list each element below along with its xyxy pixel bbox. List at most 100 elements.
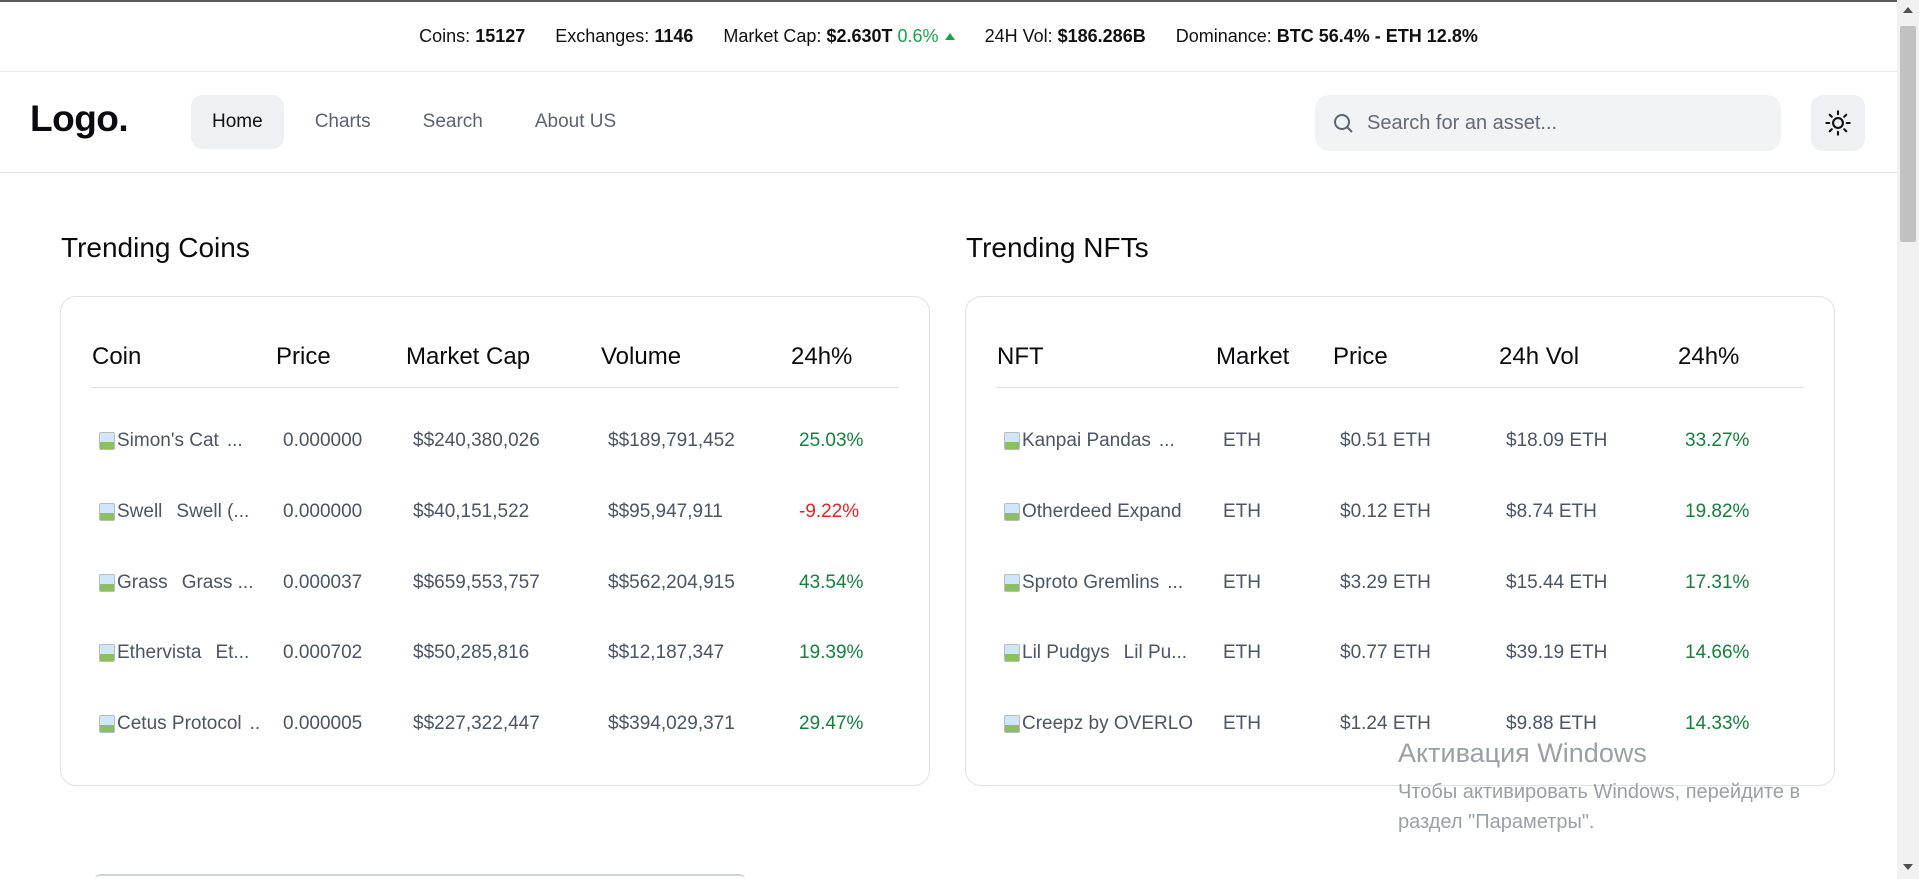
nav-links: Home Charts Search About US [191,95,637,149]
nft-24h-vol: $8.74 ETH [1506,501,1597,522]
coin-24h-change: 25.03% [799,430,864,451]
coin-name-cell: Ethervista Et... [99,642,279,664]
search-input[interactable] [1367,111,1767,135]
coin-market-cap: $$50,285,816 [413,642,530,663]
nft-name-cell: Kanpai Pandas... [1004,430,1216,452]
coin-market-cap: $$40,151,522 [413,501,530,522]
coin-price: 0.000005 [283,713,363,734]
window-top-border [0,0,1897,2]
coin-volume: $$12,187,347 [608,642,725,663]
nft-24h-change: 14.33% [1685,713,1750,734]
coin-name-cell: Swell Swell (... [99,501,279,523]
coin-price: 0.000702 [283,642,363,663]
coin-price: 0.000037 [283,572,363,593]
nav-search[interactable]: Search [422,111,483,132]
coin-24h-change: -9.22% [799,501,860,522]
nft-row[interactable]: Sproto Gremlins... ETH $3.29 ETH $15.44 … [996,564,1804,604]
coin-image [99,644,115,662]
trending-nfts-card: NFT Market Price 24h Vol 24h% Kanpai Pan… [965,296,1835,786]
stat-market-cap: Market Cap: $2.630T 0.6% [723,26,955,47]
scrollbar-thumb[interactable] [1900,26,1916,242]
coin-price: 0.000000 [283,501,363,522]
navbar: Logo. Home Charts Search About US [0,72,1897,173]
nft-row[interactable]: Creepz by OVERLO ETH $1.24 ETH $9.88 ETH… [996,705,1804,745]
coin-market-cap: $$227,322,447 [413,713,540,734]
vertical-scrollbar[interactable] [1897,0,1919,879]
nft-row[interactable]: Kanpai Pandas... ETH $0.51 ETH $18.09 ET… [996,422,1804,462]
coin-row[interactable]: Grass Grass ... 0.000037 $$659,553,757 $$… [91,564,899,604]
windows-activation-watermark: Активация Windows Чтобы активировать Win… [1398,738,1800,837]
coin-row[interactable]: Simon's Cat... 0.000000 $$240,380,026 $$… [91,422,899,462]
coin-volume: $$95,947,911 [608,501,723,522]
nav-home[interactable]: Home [191,95,284,149]
coins-header-24h-change: 24h% [791,343,853,370]
coin-image [99,432,115,450]
coins-header-coin: Coin [92,343,142,370]
nfts-header-price: Price [1333,343,1388,370]
nft-image [1004,574,1020,592]
trending-nfts-title: Trending NFTs [966,232,1149,263]
nft-24h-change: 17.31% [1685,572,1750,593]
nav-charts[interactable]: Charts [314,111,371,132]
coins-header-market-cap: Market Cap [406,343,531,370]
logo[interactable]: Logo. [30,98,129,139]
trending-coins-title: Trending Coins [61,232,250,263]
nfts-header-nft: NFT [997,343,1044,370]
stat-exchanges: Exchanges: 1146 [555,26,694,46]
nft-price: $3.29 ETH [1340,572,1431,593]
nft-24h-vol: $9.88 ETH [1506,713,1597,734]
coin-24h-change: 43.54% [799,572,864,593]
nft-name-cell: Lil Pudgys Lil Pu... [1004,642,1216,664]
nft-image [1004,715,1020,733]
trending-coins-card: Coin Price Market Cap Volume 24h% Simon'… [60,296,930,786]
scroll-up-arrow-icon[interactable] [1903,7,1913,13]
nfts-header-market: Market [1216,343,1290,370]
nft-name-cell: Creepz by OVERLO [1004,713,1216,735]
scroll-down-arrow-icon[interactable] [1903,864,1913,870]
watermark-title: Активация Windows [1398,738,1647,768]
coin-image [99,715,115,733]
coin-name-cell: Grass Grass ... [99,572,279,594]
nft-market: ETH [1223,501,1261,522]
nft-image [1004,644,1020,662]
coin-price: 0.000000 [283,430,363,451]
stat-dominance: Dominance: BTC 56.4% - ETH 12.8% [1175,26,1478,46]
coin-24h-change: 19.39% [799,642,864,663]
nft-image [1004,432,1020,450]
coins-header-volume: Volume [601,343,682,370]
nft-name-cell: Sproto Gremlins... [1004,572,1216,594]
coin-volume: $$562,204,915 [608,572,735,593]
theme-toggle-button[interactable] [1811,95,1865,151]
sun-icon [1825,110,1851,136]
nft-price: $0.12 ETH [1340,501,1431,522]
coin-volume: $$189,791,452 [608,430,735,451]
coin-row[interactable]: Swell Swell (... 0.000000 $$40,151,522 $$… [91,493,899,533]
nft-price: $0.77 ETH [1340,642,1431,663]
nft-24h-vol: $18.09 ETH [1506,430,1608,451]
nft-market: ETH [1223,642,1261,663]
next-section-edge [95,874,745,879]
nfts-table-header: NFT Market Price 24h Vol 24h% [996,331,1804,388]
market-cap-change: 0.6% [897,26,939,46]
nft-row[interactable]: Otherdeed Expand ETH $0.12 ETH $8.74 ETH… [996,493,1804,533]
nav-about-us[interactable]: About US [534,111,617,132]
coin-row[interactable]: Cetus Protocol.. 0.000005 $$227,322,447 … [91,705,899,745]
coin-market-cap: $$240,380,026 [413,430,540,451]
coin-market-cap: $$659,553,757 [413,572,540,593]
coins-header-price: Price [276,343,331,370]
nft-24h-change: 33.27% [1685,430,1750,451]
search-icon [1334,114,1353,133]
nft-market: ETH [1223,430,1261,451]
search-box[interactable] [1315,95,1781,151]
coin-row[interactable]: Ethervista Et... 0.000702 $$50,285,816 $$… [91,634,899,674]
nft-24h-change: 14.66% [1685,642,1750,663]
nft-market: ETH [1223,572,1261,593]
nft-price: $1.24 ETH [1340,713,1431,734]
coins-table-header: Coin Price Market Cap Volume 24h% [91,331,899,388]
global-stats-bar: Coins: 15127 Exchanges: 1146 Market Cap:… [0,2,1897,72]
nft-row[interactable]: Lil Pudgys Lil Pu... ETH $0.77 ETH $39.19… [996,634,1804,674]
nft-price: $0.51 ETH [1340,430,1431,451]
nft-market: ETH [1223,713,1261,734]
nfts-header-24h-change: 24h% [1678,343,1740,370]
